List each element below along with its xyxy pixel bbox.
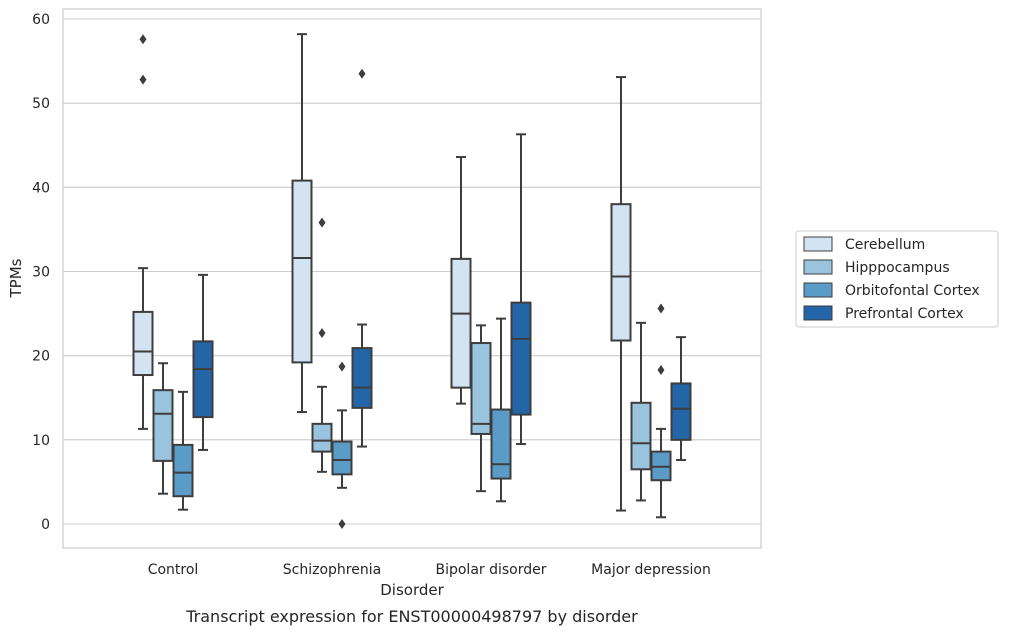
- box-iqr: [610, 203, 632, 342]
- outlier-marker: [139, 74, 147, 85]
- legend-swatch: [803, 305, 833, 321]
- box-hipppocampus: [311, 217, 333, 473]
- box-hipppocampus: [630, 321, 652, 502]
- box-iqr: [490, 408, 512, 480]
- box-hipppocampus: [152, 362, 174, 495]
- box-cerebellum: [291, 33, 313, 414]
- y-tick-label: 40: [32, 180, 50, 196]
- outlier-marker: [657, 364, 665, 375]
- legend-label: Cerebellum: [845, 237, 925, 253]
- outlier-marker: [338, 519, 346, 529]
- legend-swatch: [803, 236, 833, 252]
- outlier-marker: [139, 34, 147, 45]
- outlier-marker: [318, 327, 326, 338]
- box-orbitofontal-cortex: [490, 317, 512, 503]
- x-tick-label: Control: [148, 562, 199, 578]
- y-tick-label: 20: [32, 349, 50, 365]
- box-iqr: [192, 340, 214, 419]
- outlier-marker: [318, 217, 326, 228]
- y-tick-label: 0: [41, 517, 50, 533]
- box-cerebellum: [132, 34, 154, 430]
- x-tick-label: Major depression: [591, 562, 711, 578]
- box-iqr: [450, 257, 472, 389]
- box-iqr: [132, 310, 154, 377]
- plot-area: [132, 33, 692, 529]
- box-iqr: [291, 179, 313, 364]
- y-tick-label: 10: [32, 433, 50, 449]
- x-tick-label: Bipolar disorder: [435, 562, 546, 578]
- y-tick-label: 30: [32, 265, 50, 281]
- outlier-marker: [657, 303, 665, 314]
- legend: Cerebellum Hipppocampus Orbitofontal Corte…: [795, 230, 999, 328]
- outlier-marker: [338, 361, 346, 372]
- box-prefrontal-cortex: [510, 133, 532, 446]
- box-iqr: [670, 382, 692, 441]
- legend-swatch: [803, 259, 833, 275]
- outlier-marker: [358, 68, 366, 79]
- y-tick-label: 60: [32, 12, 50, 28]
- box-hipppocampus: [470, 324, 492, 493]
- box-prefrontal-cortex: [670, 336, 692, 462]
- plot-frame: [62, 8, 762, 549]
- box-iqr: [311, 422, 333, 453]
- box-iqr: [172, 443, 194, 498]
- box-iqr: [152, 389, 174, 462]
- box-iqr: [470, 342, 492, 435]
- box-cerebellum: [450, 156, 472, 405]
- box-orbitofontal-cortex: [331, 361, 353, 529]
- box-iqr: [510, 301, 532, 416]
- box-iqr: [630, 401, 652, 471]
- legend-label: Orbitofontal Cortex: [845, 283, 980, 299]
- legend-label: Hipppocampus: [845, 260, 950, 276]
- box-orbitofontal-cortex: [172, 390, 194, 511]
- box-iqr: [331, 440, 353, 476]
- legend-frame: [795, 230, 999, 328]
- legend-swatch: [803, 282, 833, 298]
- legend-label: Prefrontal Cortex: [845, 306, 964, 322]
- box-prefrontal-cortex: [192, 273, 214, 451]
- y-tick-label: 50: [32, 96, 50, 112]
- x-axis-label: Disorder: [380, 581, 444, 599]
- x-tick-label: Schizophrenia: [283, 562, 381, 578]
- chart-caption: Transcript expression for ENST0000049879…: [185, 607, 638, 626]
- box-iqr: [351, 347, 373, 409]
- x-tick-labels: Control Schizophrenia Bipolar disorder Majo…: [148, 562, 711, 578]
- y-axis-label: TPMs: [7, 258, 25, 298]
- box-cerebellum: [610, 76, 632, 512]
- y-tick-labels: 0 10 20 30 40 50 60: [32, 12, 50, 533]
- box-prefrontal-cortex: [351, 68, 373, 448]
- grid-lines: [63, 18, 761, 525]
- box-orbitofontal-cortex: [650, 303, 672, 519]
